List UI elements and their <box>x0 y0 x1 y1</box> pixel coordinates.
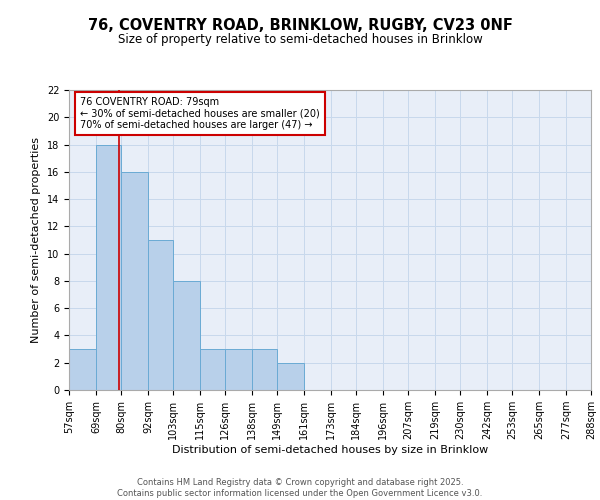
Bar <box>148 240 173 390</box>
Text: 76 COVENTRY ROAD: 79sqm
← 30% of semi-detached houses are smaller (20)
70% of se: 76 COVENTRY ROAD: 79sqm ← 30% of semi-de… <box>80 97 320 130</box>
Bar <box>69 349 96 390</box>
Y-axis label: Number of semi-detached properties: Number of semi-detached properties <box>31 137 41 343</box>
Bar <box>173 281 200 390</box>
Bar <box>200 349 225 390</box>
X-axis label: Distribution of semi-detached houses by size in Brinklow: Distribution of semi-detached houses by … <box>172 445 488 455</box>
Bar <box>121 172 148 390</box>
Text: 76, COVENTRY ROAD, BRINKLOW, RUGBY, CV23 0NF: 76, COVENTRY ROAD, BRINKLOW, RUGBY, CV23… <box>88 18 512 32</box>
Text: Size of property relative to semi-detached houses in Brinklow: Size of property relative to semi-detach… <box>118 32 482 46</box>
Bar <box>252 349 277 390</box>
Text: Contains HM Land Registry data © Crown copyright and database right 2025.
Contai: Contains HM Land Registry data © Crown c… <box>118 478 482 498</box>
Bar <box>277 362 304 390</box>
Bar <box>225 349 252 390</box>
Bar <box>96 144 121 390</box>
